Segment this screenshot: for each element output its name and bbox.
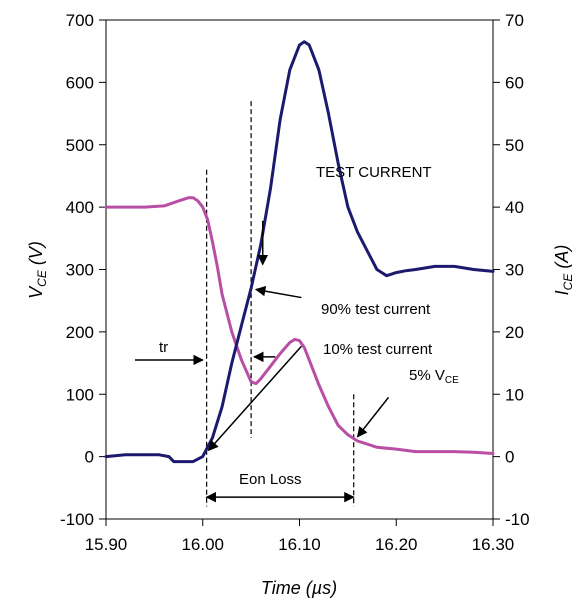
y-right-tick-label: 40 xyxy=(505,198,524,217)
x-tick-label: 16.30 xyxy=(472,535,515,554)
arrow-10pct xyxy=(207,345,302,452)
arrow-90pct xyxy=(254,285,302,299)
x-tick-label: 16.10 xyxy=(278,535,321,554)
annotation-eon-loss: Eon Loss xyxy=(239,471,302,488)
arrow-5pct-vce xyxy=(356,396,390,438)
y-left-tick-label: 400 xyxy=(66,198,94,217)
y-right-tick-label: 10 xyxy=(505,385,524,404)
annotation-10pct: 10% test current xyxy=(323,341,433,358)
y-left-tick-label: 100 xyxy=(66,385,94,404)
x-tick-label: 16.00 xyxy=(181,535,224,554)
series-lines xyxy=(104,40,495,464)
y-left-tick-label: 700 xyxy=(66,11,94,30)
y-left-tick-label: 200 xyxy=(66,323,94,342)
plot-frame xyxy=(105,19,494,520)
y-left-tick-label: 0 xyxy=(85,448,94,467)
x-tick-label: 15.90 xyxy=(85,535,128,554)
y-right-tick-label: -10 xyxy=(505,510,530,529)
ice-series-line xyxy=(104,40,495,464)
annotation-5pct-vce: 5% VCE xyxy=(409,367,459,386)
y-left-tick-label: 300 xyxy=(66,261,94,280)
tick-marks xyxy=(99,19,500,526)
y-right-tick-label: 20 xyxy=(505,323,524,342)
y-right-tick-label: 60 xyxy=(505,73,524,92)
annotation-tr: tr xyxy=(159,339,168,356)
y-left-tick-label: 600 xyxy=(66,73,94,92)
y-right-tick-label: 50 xyxy=(505,136,524,155)
x-axis-label: Time (µs) xyxy=(261,578,337,598)
y-right-tick-label: 70 xyxy=(505,11,524,30)
tick-labels: -1000100200300400500600700-1001020304050… xyxy=(60,11,530,554)
y-right-axis-label: ICE (A) xyxy=(552,245,575,296)
annotation-90pct: 90% test current xyxy=(321,301,431,318)
y-left-tick-label: 500 xyxy=(66,136,94,155)
annotation-arrows xyxy=(135,220,390,503)
annotation-test-current: TEST CURRENT xyxy=(316,164,432,181)
y-left-tick-label: -100 xyxy=(60,510,94,529)
vce-series-line xyxy=(104,196,495,455)
y-right-tick-label: 0 xyxy=(505,448,514,467)
x-tick-label: 16.20 xyxy=(375,535,418,554)
y-right-tick-label: 30 xyxy=(505,261,524,280)
y-left-axis-label: VCE (V) xyxy=(26,241,49,299)
